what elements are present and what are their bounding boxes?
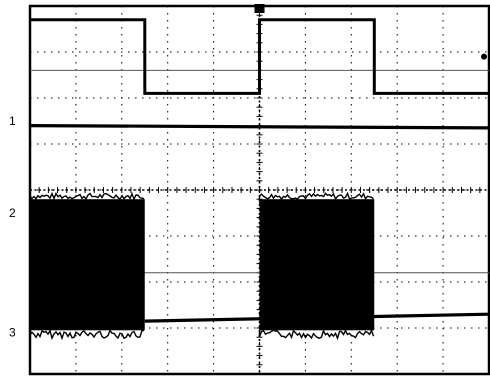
channel-label-3: 3 [9, 326, 16, 340]
ch3-burst-noise-bottom [258, 328, 375, 341]
channel-label-1: 1 [9, 114, 16, 128]
right-edge-marker [481, 53, 487, 60]
channel-labels: 1 2 3 [9, 114, 16, 340]
channel-label-2: 2 [9, 206, 16, 220]
ch3-burst-noise-top [29, 191, 145, 201]
ch3-burst-noise-bottom [29, 328, 145, 341]
ch3-burst-noise-top [258, 191, 374, 201]
ch1-square-wave [30, 18, 489, 95]
ch1-baseline [29, 124, 490, 130]
traces [29, 18, 490, 341]
ch3-burst [30, 199, 145, 331]
ch3-burst [259, 199, 375, 331]
ch3-baseline [144, 312, 490, 323]
trigger-marker [254, 4, 265, 13]
